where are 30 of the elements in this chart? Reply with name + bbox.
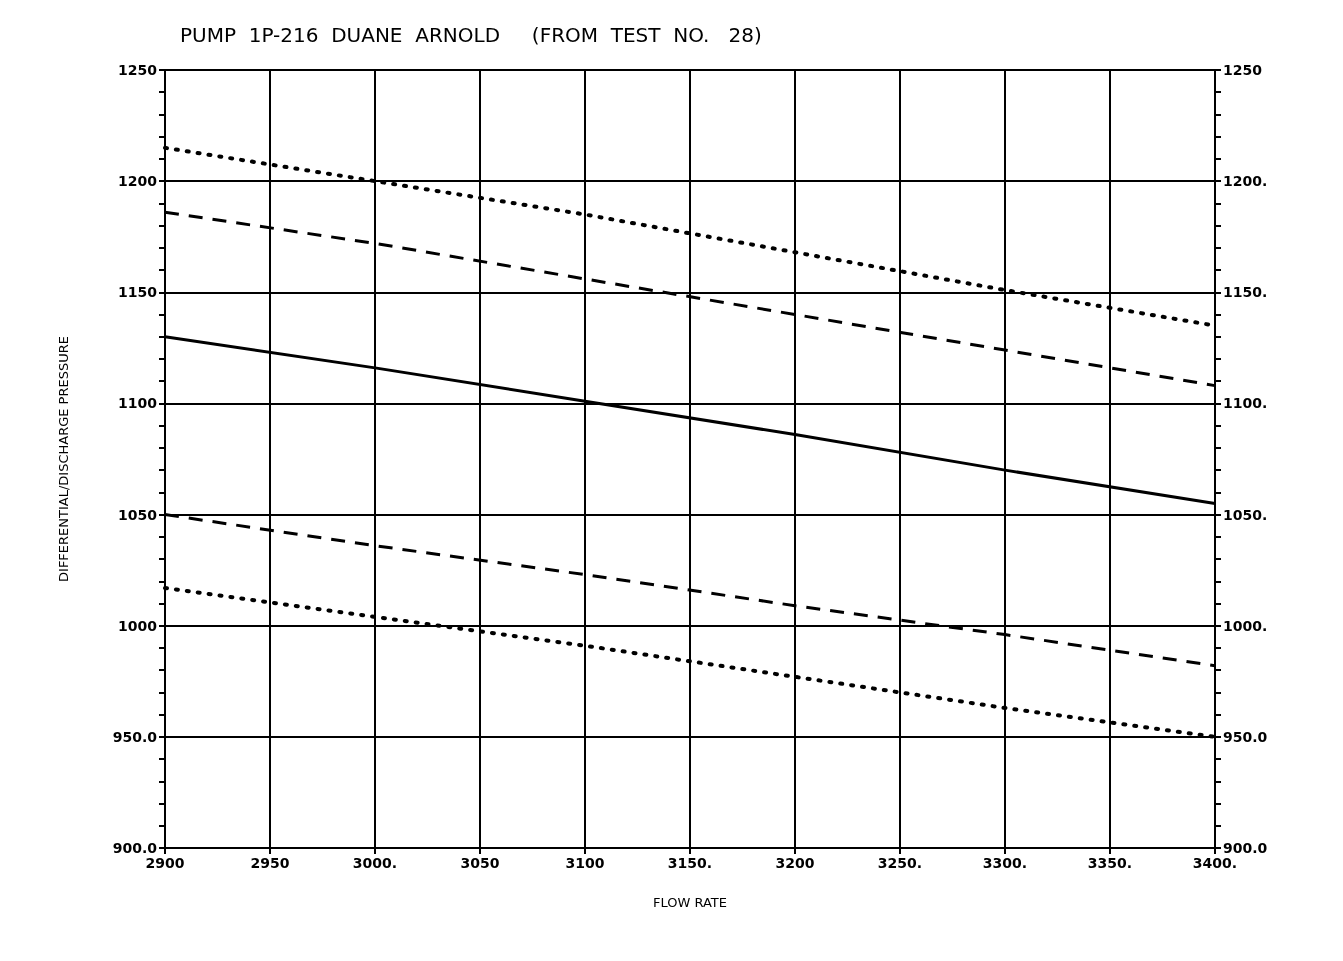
y-axis-title: DIFFERENTIAL/DISCHARGE PRESSURE	[56, 336, 71, 582]
x-tick-label: 3000.	[352, 855, 398, 871]
y2-tick-label: 1050.	[1223, 506, 1268, 523]
y-tick-label: 1100	[118, 395, 158, 412]
x-tick-label: 2900	[145, 855, 185, 871]
x-tick-label: 3250.	[877, 855, 923, 871]
y-tick-label: 1050	[118, 506, 158, 523]
x-tick-label: 3050	[460, 855, 500, 871]
y-tick-label: 1150	[118, 284, 158, 301]
y-tick-label: 950.0	[112, 728, 158, 745]
y-tick-label: 1250	[118, 62, 158, 78]
y-tick-label: 1000	[118, 617, 158, 634]
x-tick-label: 3100	[565, 855, 605, 871]
y2-tick-label: 1100.	[1223, 395, 1268, 412]
x-tick-label: 2950	[250, 855, 290, 871]
x-tick-label: 3200	[775, 855, 815, 871]
y2-tick-label: 900.0	[1223, 840, 1268, 856]
chart-title: PUMP 1P-216 DUANE ARNOLD (FROM TEST NO. 28)	[180, 23, 762, 47]
y-tick-label: 900.0	[112, 840, 158, 856]
y2-tick-label: 950.0	[1223, 728, 1268, 745]
y2-tick-label: 1150.	[1223, 284, 1268, 301]
x-tick-label: 3150.	[667, 855, 713, 871]
x-axis-title: FLOW RATE	[652, 895, 728, 910]
x-tick-label: 3350.	[1087, 855, 1133, 871]
y2-tick-label: 1250	[1223, 62, 1263, 78]
y2-tick-label: 1200.	[1223, 173, 1268, 190]
x-tick-label: 3400.	[1192, 855, 1238, 871]
y-tick-label: 1200	[118, 173, 158, 190]
y2-tick-label: 1000.	[1223, 617, 1268, 634]
x-tick-label: 3300.	[982, 855, 1028, 871]
